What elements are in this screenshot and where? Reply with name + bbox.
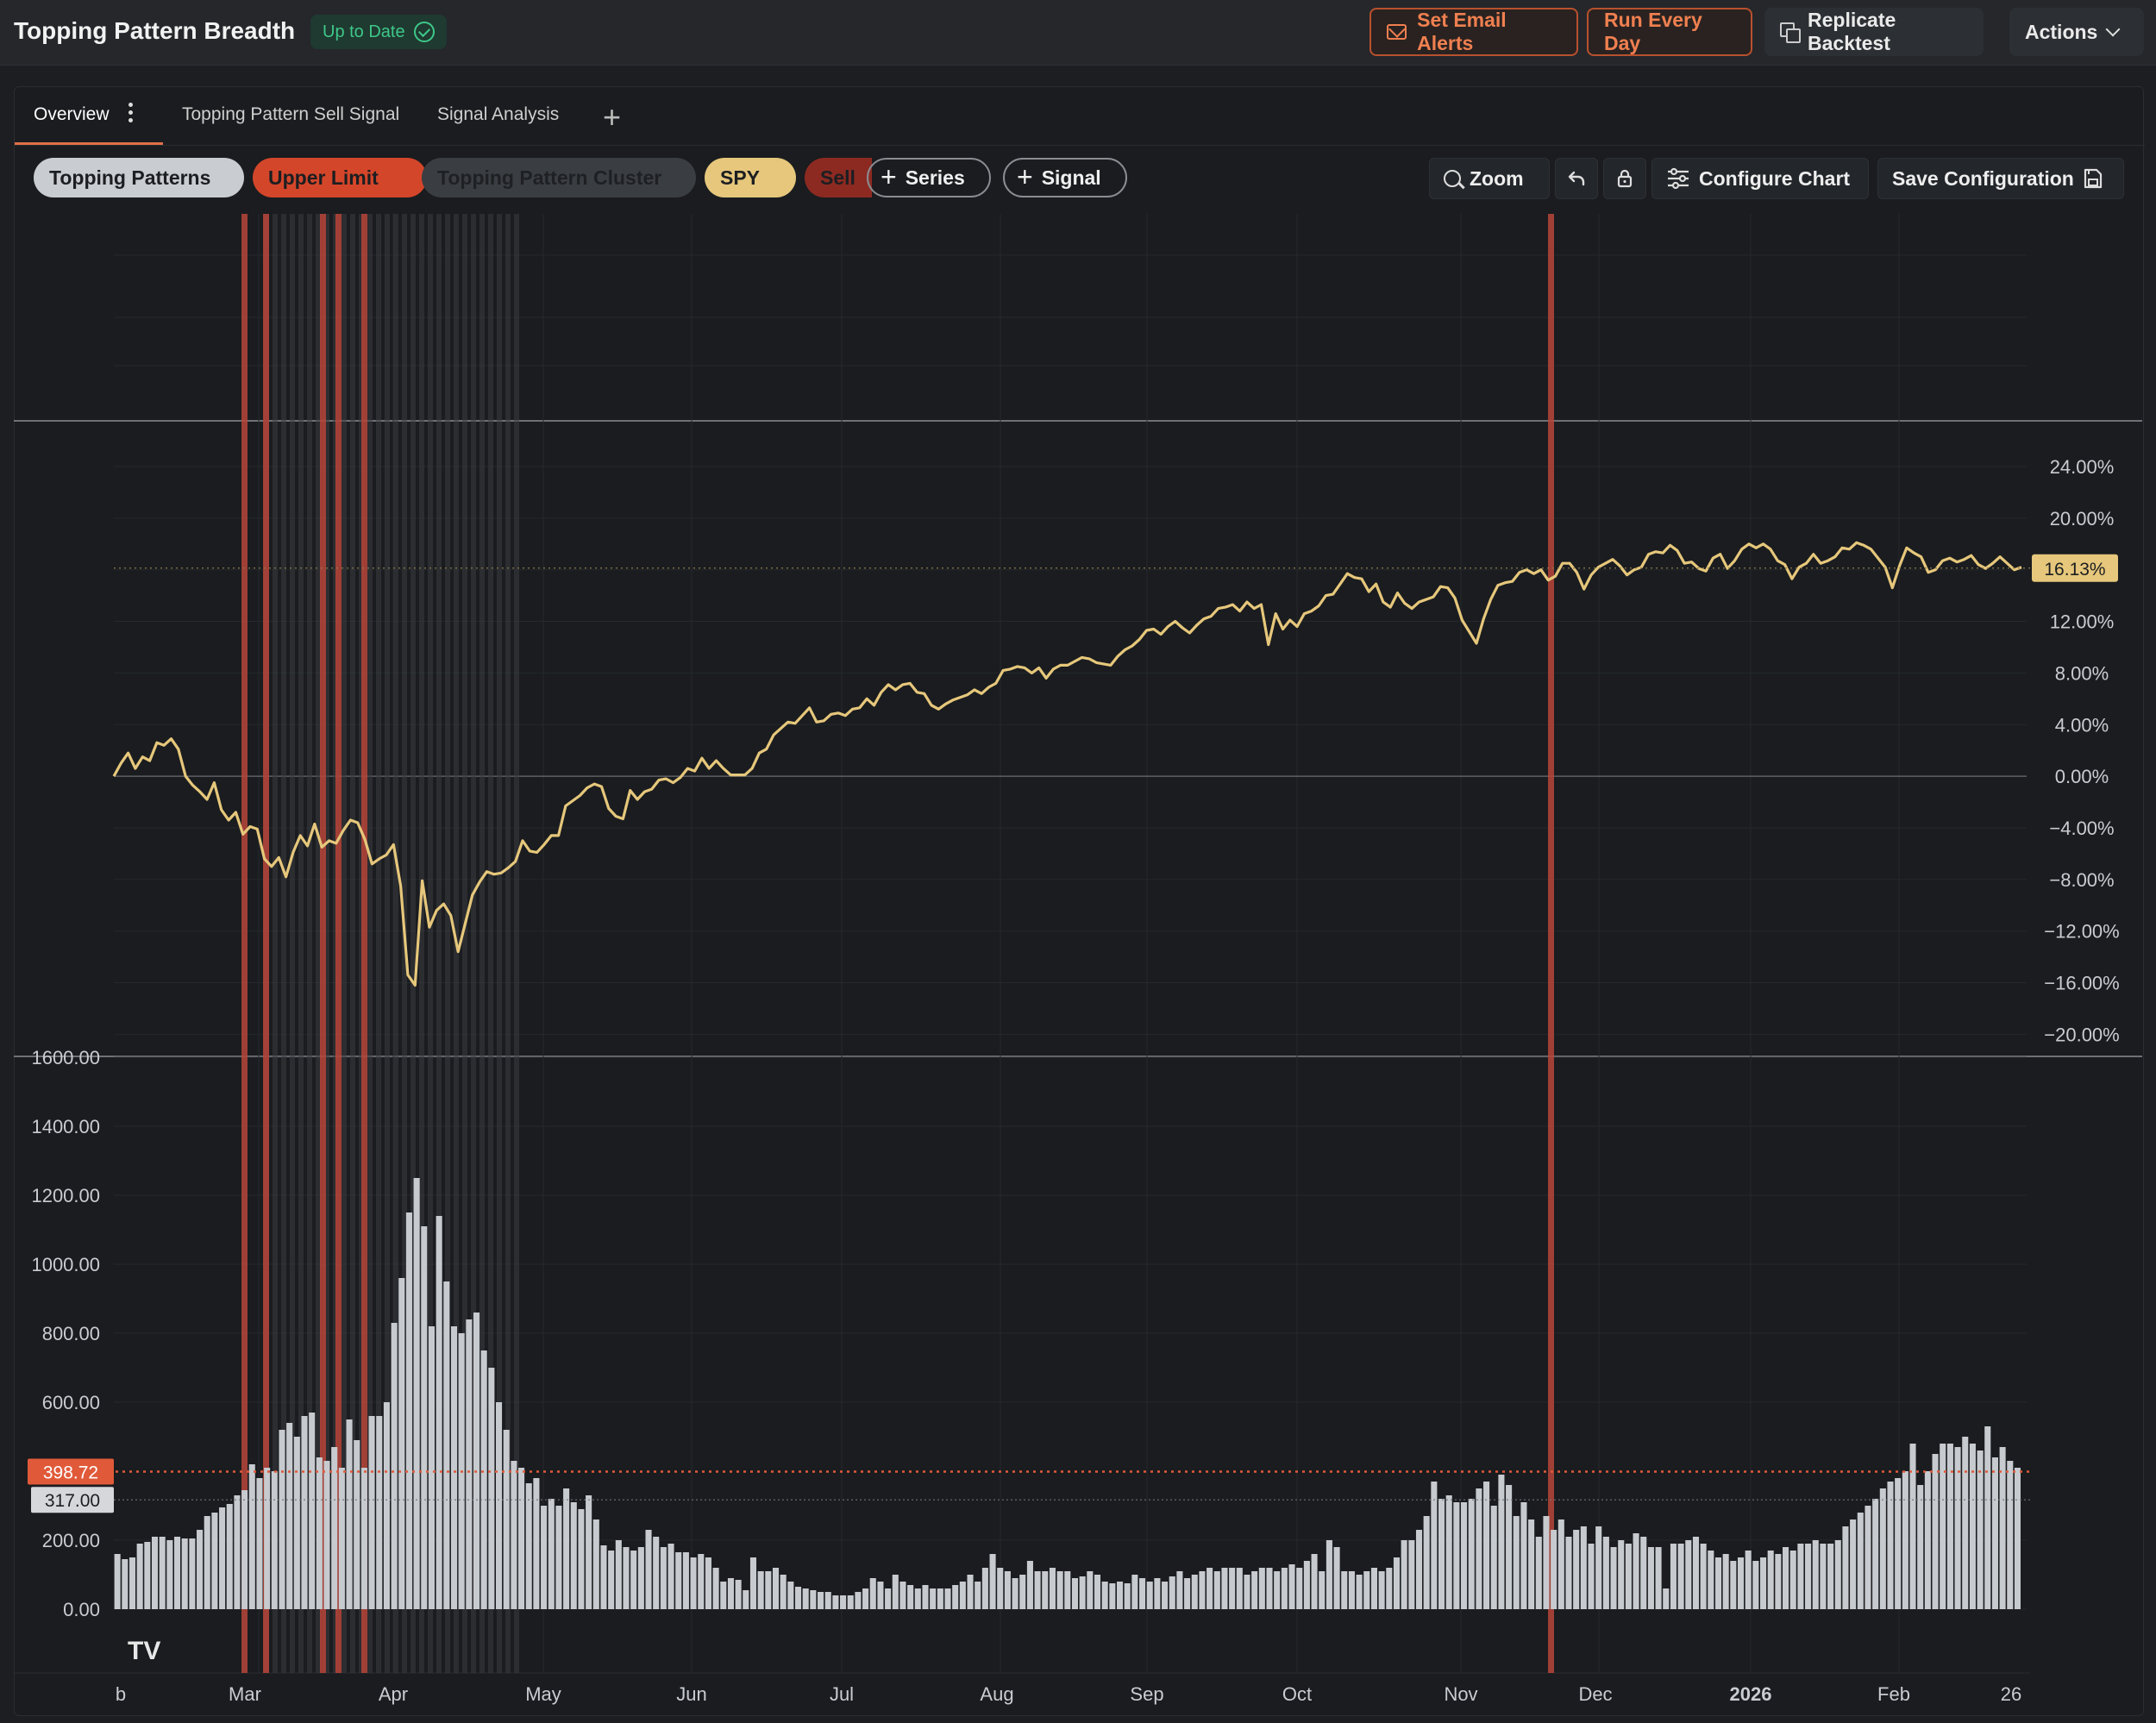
lock-icon <box>1617 169 1633 188</box>
run-every-day-button[interactable]: Run Every Day <box>1587 8 1752 56</box>
tab-topping-pattern-sell-signal[interactable]: Topping Pattern Sell Signal <box>182 104 400 124</box>
set-email-alerts-label: Set Email Alerts <box>1417 9 1507 54</box>
add-series-button[interactable]: + Series <box>867 158 991 197</box>
chip-topping-patterns[interactable]: Topping Patterns <box>34 158 244 197</box>
chip-topping-pattern-cluster[interactable]: Topping Pattern Cluster <box>422 158 696 197</box>
lock-button[interactable] <box>1603 158 1646 199</box>
chevron-down-icon <box>2105 22 2121 37</box>
configure-chart-button[interactable]: Configure Chart <box>1651 158 1869 199</box>
active-tab-indicator <box>15 142 163 145</box>
undo-button[interactable] <box>1555 158 1598 199</box>
save-configuration-button[interactable]: Save Configuration <box>1877 158 2124 199</box>
replicate-backtest-label: Replicate Backtest <box>1808 9 1896 54</box>
kebab-menu-icon[interactable] <box>128 103 134 127</box>
zoom-icon <box>1444 170 1461 187</box>
replicate-backtest-button[interactable]: Replicate Backtest <box>1764 8 1984 56</box>
mail-icon <box>1387 24 1407 40</box>
actions-label: Actions <box>2025 20 2098 43</box>
add-signal-label: Signal <box>1041 166 1101 189</box>
chip-upper-limit[interactable]: Upper Limit <box>253 158 427 197</box>
page-title: Topping Pattern Breadth <box>14 17 296 44</box>
copy-icon <box>1780 22 1801 43</box>
chip-spy[interactable]: SPY <box>705 158 796 197</box>
add-tab-icon[interactable]: + <box>603 99 622 135</box>
actions-dropdown[interactable]: Actions <box>2009 8 2144 56</box>
tab-signal-analysis[interactable]: Signal Analysis <box>437 104 560 124</box>
status-label: Up to Date <box>323 22 405 41</box>
top-bar: Topping Pattern Breadth Up to Date Set E… <box>0 0 2156 66</box>
check-circle-icon <box>413 22 435 42</box>
sliders-icon <box>1668 167 1689 190</box>
save-icon <box>2084 168 2102 189</box>
run-every-day-label: Run Every Day <box>1604 9 1702 54</box>
chip-sell[interactable]: Sell <box>805 158 872 197</box>
undo-icon <box>1568 171 1585 186</box>
set-email-alerts-button[interactable]: Set Email Alerts <box>1369 8 1578 56</box>
tab-overview[interactable]: Overview <box>34 104 110 124</box>
chart-panel: Overview Topping Pattern Sell Signal Sig… <box>14 86 2145 1716</box>
plus-icon: + <box>881 160 897 192</box>
add-signal-button[interactable]: + Signal <box>1003 158 1127 197</box>
zoom-button[interactable]: Zoom <box>1429 158 1550 199</box>
plus-icon: + <box>1017 160 1033 192</box>
zoom-label: Zoom <box>1470 166 1524 190</box>
tab-bar: Overview Topping Pattern Sell Signal Sig… <box>15 87 2145 146</box>
save-configuration-label: Save Configuration <box>1892 166 2074 190</box>
status-badge: Up to Date <box>310 15 447 49</box>
add-series-label: Series <box>905 166 965 189</box>
configure-chart-label: Configure Chart <box>1699 166 1851 190</box>
